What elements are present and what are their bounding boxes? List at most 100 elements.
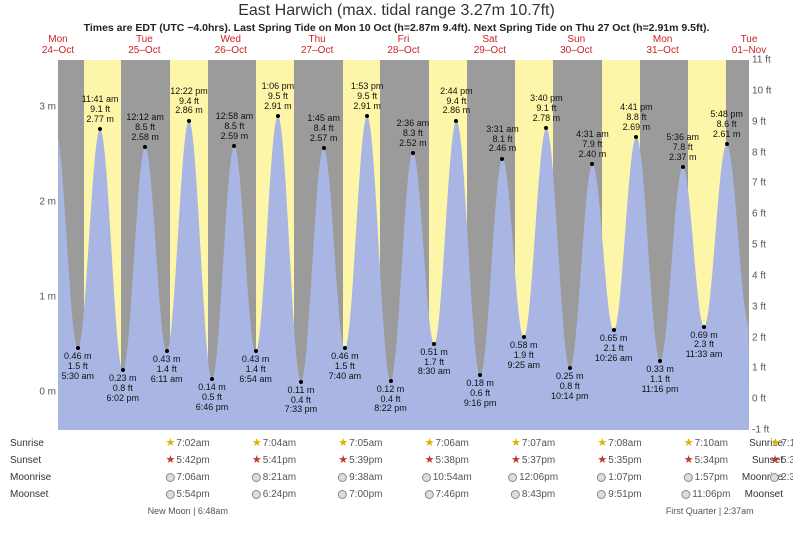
day-header: Fri28–Oct bbox=[387, 34, 419, 56]
low-tide-dot bbox=[568, 366, 572, 370]
low-tide-label: 0.58 m1.9 ft9:25 am bbox=[507, 341, 540, 371]
y-axis-tick-m: 3 m bbox=[39, 102, 56, 113]
moon-icon bbox=[597, 490, 606, 499]
high-tide-label: 4:41 pm8.8 ft2.69 m bbox=[620, 103, 653, 133]
sunset-value: ★5:34pm bbox=[684, 455, 728, 466]
sun-icon: ★ bbox=[511, 438, 521, 448]
sun-icon: ★ bbox=[597, 438, 607, 448]
high-tide-dot bbox=[634, 135, 638, 139]
moonset-value: 7:46pm bbox=[425, 489, 469, 500]
y-axis-tick-m: 1 m bbox=[39, 292, 56, 303]
sunset-value: ★5:41pm bbox=[252, 455, 296, 466]
high-tide-label: 3:31 am8.1 ft2.46 m bbox=[486, 125, 519, 155]
moon-icon bbox=[597, 473, 606, 482]
high-tide-label: 1:45 am8.4 ft2.57 m bbox=[307, 114, 340, 144]
moonrise-value: 9:38am bbox=[338, 472, 382, 483]
moonset-label: Moonset bbox=[10, 489, 48, 500]
sunset-icon: ★ bbox=[597, 455, 607, 465]
moon-icon bbox=[684, 473, 693, 482]
high-tide-label: 12:58 am8.5 ft2.59 m bbox=[216, 112, 254, 142]
high-tide-dot bbox=[143, 145, 147, 149]
low-tide-label: 0.43 m1.4 ft6:11 am bbox=[151, 355, 183, 385]
y-axis-tick-m: 2 m bbox=[39, 197, 56, 208]
y-axis-tick-ft: 8 ft bbox=[752, 147, 766, 158]
y-axis-tick-ft: 10 ft bbox=[752, 85, 771, 96]
high-tide-dot bbox=[232, 144, 236, 148]
sunset-icon: ★ bbox=[338, 455, 348, 465]
y-axis-tick-ft: 6 ft bbox=[752, 209, 766, 220]
y-axis-tick-ft: 4 ft bbox=[752, 270, 766, 281]
high-tide-dot bbox=[187, 119, 191, 123]
low-tide-dot bbox=[522, 335, 526, 339]
low-tide-label: 0.12 m0.4 ft8:22 pm bbox=[374, 385, 407, 415]
y-axis-tick-ft: 3 ft bbox=[752, 301, 766, 312]
chart-title: East Harwich (max. tidal range 3.27m 10.… bbox=[0, 2, 793, 20]
high-tide-dot bbox=[98, 127, 102, 131]
high-tide-label: 12:22 pm9.4 ft2.86 m bbox=[170, 87, 208, 117]
high-tide-dot bbox=[411, 151, 415, 155]
y-axis-tick-ft: 9 ft bbox=[752, 116, 766, 127]
sunset-value: ★5:38pm bbox=[425, 455, 469, 466]
y-axis-tick-ft: 7 ft bbox=[752, 178, 766, 189]
sunset-value: ★5:37pm bbox=[511, 455, 555, 466]
high-tide-label: 1:06 pm9.5 ft2.91 m bbox=[262, 82, 295, 112]
y-axis-tick-ft: 2 ft bbox=[752, 332, 766, 343]
moon-icon bbox=[165, 473, 174, 482]
low-tide-label: 0.23 m0.8 ft6:02 pm bbox=[107, 374, 140, 404]
moonrise-value: 2:36pm bbox=[770, 472, 793, 483]
low-tide-label: 0.51 m1.7 ft8:30 am bbox=[418, 348, 451, 378]
sunset-value: ★5:35pm bbox=[597, 455, 641, 466]
high-tide-label: 12:12 am8.5 ft2.58 m bbox=[126, 113, 164, 143]
y-axis-tick-ft: 5 ft bbox=[752, 240, 766, 251]
sunset-icon: ★ bbox=[252, 455, 262, 465]
sunset-label: Sunset bbox=[10, 455, 41, 466]
moonrise-row: Moonrise Moonrise 7:06am8:21am9:38am10:5… bbox=[0, 472, 793, 489]
low-tide-dot bbox=[299, 380, 303, 384]
low-tide-label: 0.18 m0.6 ft9:16 pm bbox=[464, 379, 497, 409]
sunrise-value: ★7:07am bbox=[511, 438, 555, 449]
moon-icon bbox=[511, 490, 520, 499]
sunrise-value: ★7:06am bbox=[425, 438, 469, 449]
high-tide-dot bbox=[500, 157, 504, 161]
y-axis-tick-m: 0 m bbox=[39, 387, 56, 398]
moonset-value: 5:54pm bbox=[165, 489, 209, 500]
moonrise-value: 1:57pm bbox=[684, 472, 728, 483]
low-tide-dot bbox=[343, 346, 347, 350]
low-tide-dot bbox=[432, 342, 436, 346]
moon-icon bbox=[681, 490, 690, 499]
high-tide-dot bbox=[544, 126, 548, 130]
moonrise-value: 12:06pm bbox=[508, 472, 558, 483]
sun-icon: ★ bbox=[425, 438, 435, 448]
chart-subtitle: Times are EDT (UTC −4.0hrs). Last Spring… bbox=[0, 22, 793, 34]
sun-icon: ★ bbox=[252, 438, 262, 448]
low-tide-dot bbox=[76, 346, 80, 350]
sunset-icon: ★ bbox=[684, 455, 694, 465]
high-tide-dot bbox=[725, 142, 729, 146]
high-tide-label: 2:44 pm9.4 ft2.86 m bbox=[440, 87, 473, 117]
sunset-icon: ★ bbox=[165, 455, 175, 465]
sunset-icon: ★ bbox=[425, 455, 435, 465]
low-tide-dot bbox=[612, 328, 616, 332]
footer-grid: Sunrise Sunrise ★7:02am★7:04am★7:05am★7:… bbox=[0, 438, 793, 523]
moonrise-label: Moonrise bbox=[10, 472, 51, 483]
day-header: Sun30–Oct bbox=[560, 34, 592, 56]
moon-icon bbox=[165, 490, 174, 499]
sunrise-label: Sunrise bbox=[10, 438, 44, 449]
low-tide-dot bbox=[389, 379, 393, 383]
sunrise-value: ★7:08am bbox=[597, 438, 641, 449]
high-tide-dot bbox=[590, 162, 594, 166]
sunset-row: Sunset Sunset ★5:42pm★5:41pm★5:39pm★5:38… bbox=[0, 455, 793, 472]
high-tide-label: 2:36 am8.3 ft2.52 m bbox=[397, 119, 430, 149]
y-axis-tick-ft: 1 ft bbox=[752, 363, 766, 374]
sunrise-value: ★7:02am bbox=[165, 438, 209, 449]
moonset-value: 8:43pm bbox=[511, 489, 555, 500]
moonrise-value: 7:06am bbox=[165, 472, 209, 483]
low-tide-dot bbox=[254, 349, 258, 353]
moon-icon bbox=[338, 473, 347, 482]
high-tide-dot bbox=[365, 114, 369, 118]
low-tide-label: 0.11 m0.4 ft7:33 pm bbox=[285, 386, 318, 416]
low-tide-dot bbox=[121, 368, 125, 372]
sunrise-value: ★7:04am bbox=[252, 438, 296, 449]
moon-icon bbox=[252, 473, 261, 482]
moon-icon bbox=[252, 490, 261, 499]
